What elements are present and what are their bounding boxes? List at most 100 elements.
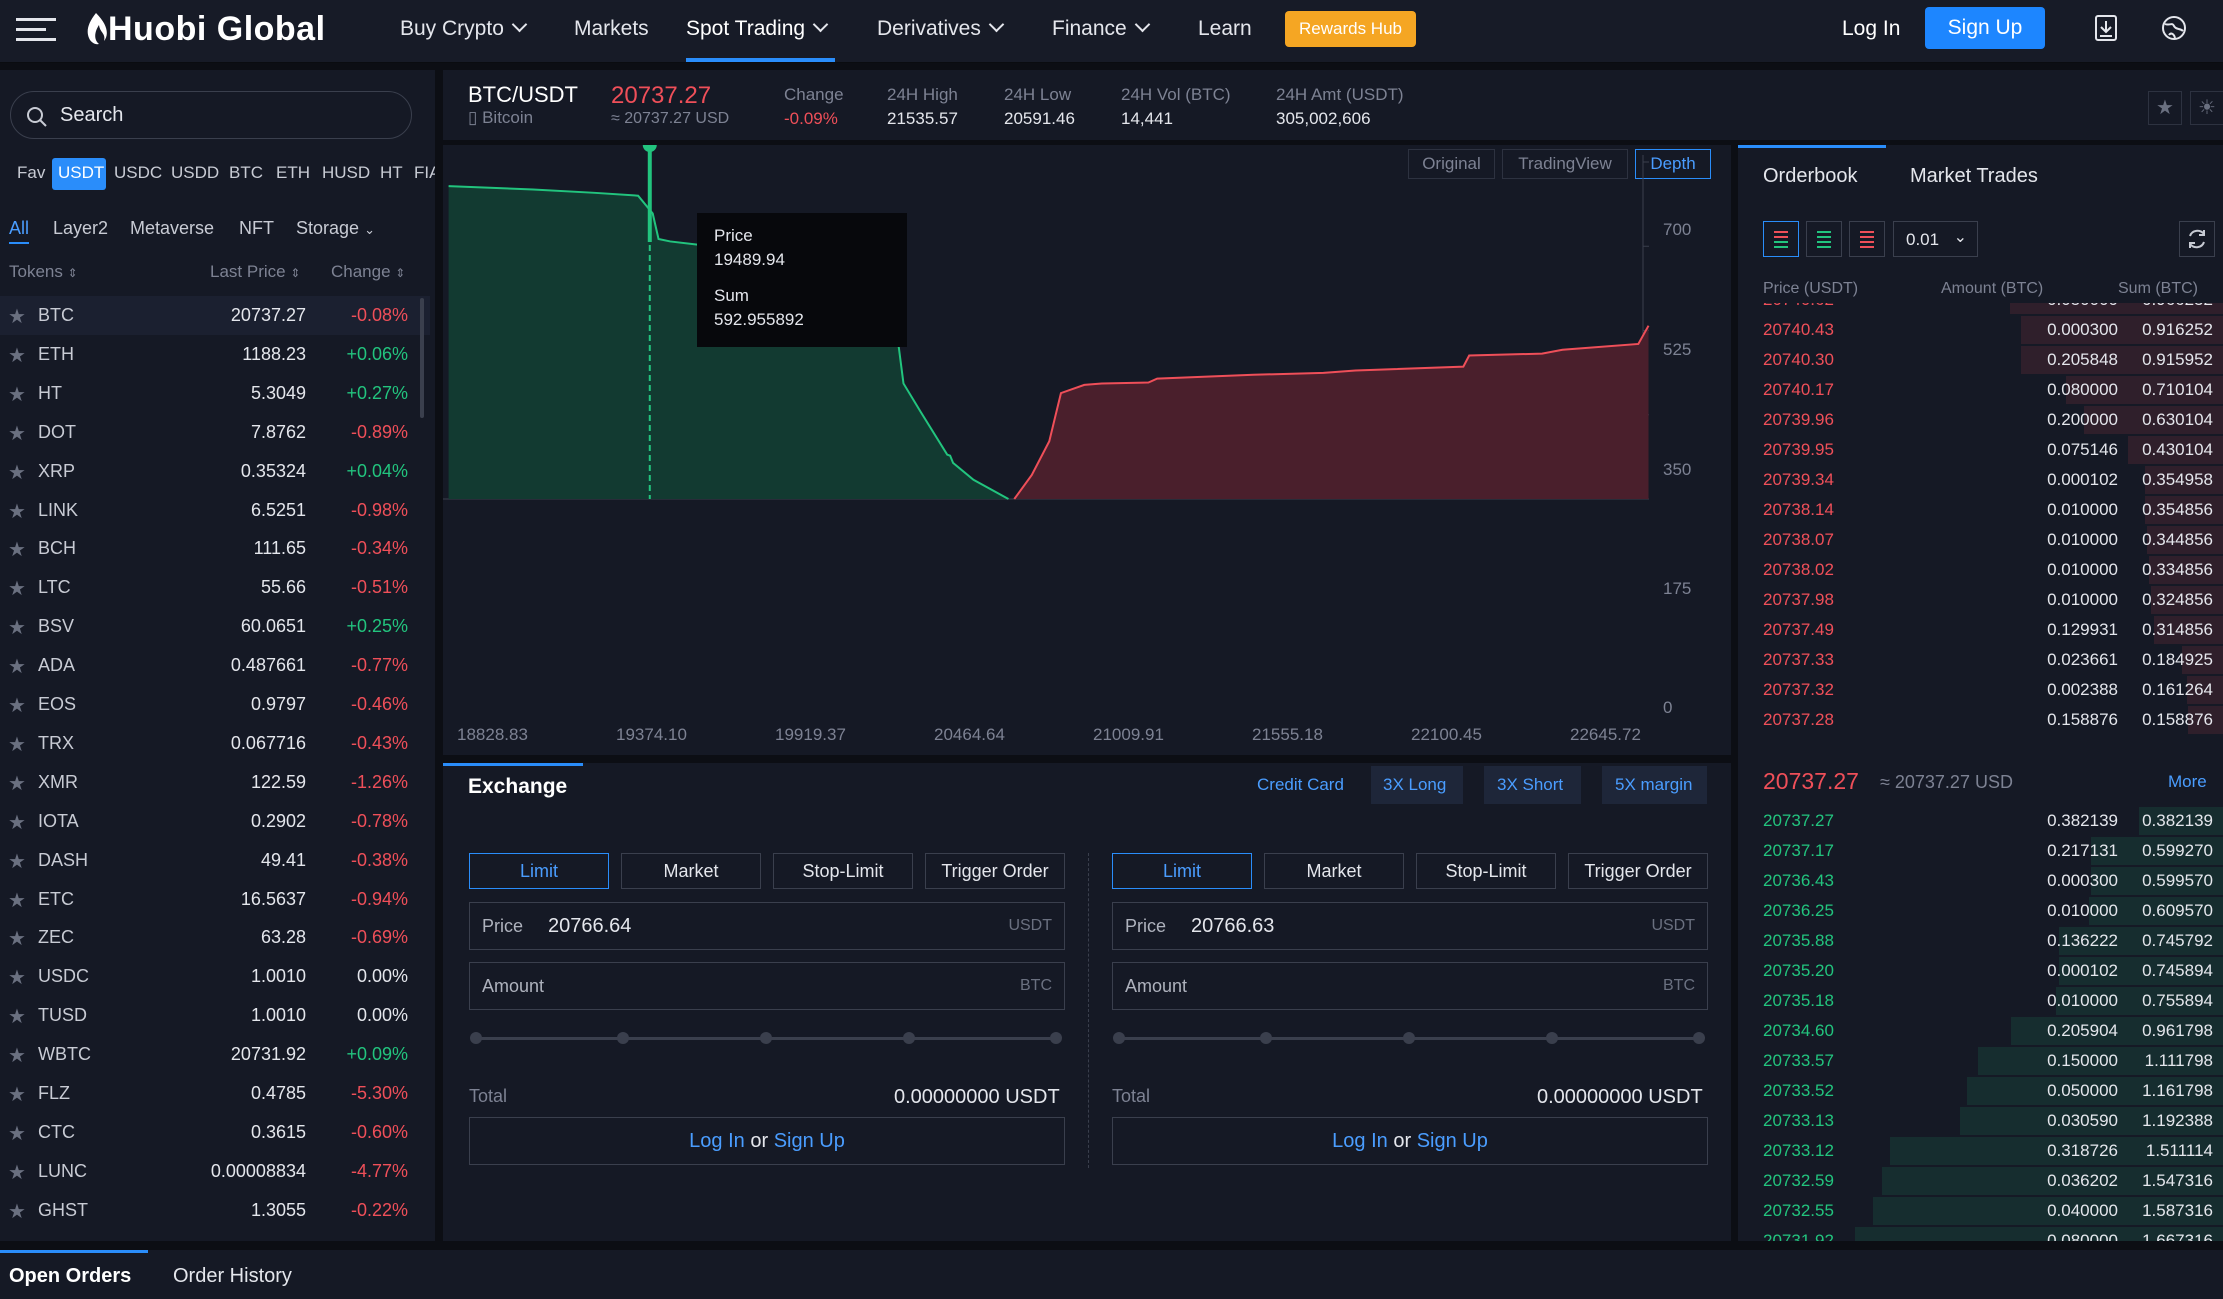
token-row[interactable]: ★ GHST 1.3055 -0.22% [0, 1191, 430, 1230]
download-icon[interactable] [2094, 14, 2118, 42]
tab-market-trades[interactable]: Market Trades [1910, 165, 2038, 187]
slider-dot[interactable] [1546, 1032, 1558, 1044]
slider-dot[interactable] [1260, 1032, 1272, 1044]
buy-price-field[interactable]: Price 20766.64 USDT [469, 902, 1065, 950]
globe-icon[interactable] [2160, 14, 2188, 42]
precision-select[interactable]: 0.01 ⌄ [1893, 221, 1978, 257]
ask-row[interactable]: 20740.17 0.080000 0.710104 [1738, 375, 2223, 405]
ask-row[interactable]: 20740.30 0.205848 0.915952 [1738, 345, 2223, 375]
bid-row[interactable]: 20736.43 0.000300 0.599570 [1738, 866, 2223, 896]
star-icon[interactable]: ★ [8, 695, 26, 717]
credit-card-link[interactable]: Credit Card [1257, 775, 1344, 794]
quote-tab-usdd[interactable]: USDD [171, 163, 220, 182]
quote-tab-husd[interactable]: HUSD [322, 163, 371, 182]
quote-tab-btc[interactable]: BTC [229, 163, 263, 182]
bid-row[interactable]: 20733.13 0.030590 1.192388 [1738, 1106, 2223, 1136]
category-metaverse[interactable]: Metaverse [130, 218, 215, 238]
signup-link[interactable]: Sign Up [1416, 1130, 1488, 1152]
signup-link[interactable]: Sign Up [773, 1130, 845, 1152]
category-storage[interactable]: Storage ⌄ [296, 218, 375, 239]
token-row[interactable]: ★ LINK 6.5251 -0.98% [0, 491, 430, 530]
tab-open-orders[interactable]: Open Orders [9, 1265, 132, 1287]
star-icon[interactable]: ★ [8, 617, 26, 640]
star-icon[interactable]: ★ [8, 578, 26, 601]
star-icon[interactable]: ★ [8, 928, 26, 951]
orderbook-both-view-icon[interactable] [1763, 221, 1799, 257]
chart-tab-depth[interactable]: Depth [1635, 149, 1711, 179]
sell-price-field[interactable]: Price 20766.63 USDT [1112, 902, 1708, 950]
theme-toggle-icon[interactable]: ☀ [2190, 91, 2223, 125]
star-icon[interactable]: ★ [8, 772, 26, 795]
depth-chart[interactable] [443, 145, 1731, 755]
nav-finance[interactable]: Finance [1052, 16, 1150, 41]
token-row[interactable]: ★ DASH 49.41 -0.38% [0, 841, 430, 880]
token-row[interactable]: ★ TUSD 1.0010 0.00% [0, 996, 430, 1035]
bid-row[interactable]: 20731.92 0.080000 1.667316 [1738, 1226, 2223, 1241]
category-nft[interactable]: NFT [239, 218, 274, 238]
ask-row[interactable]: 20738.14 0.010000 0.354856 [1738, 495, 2223, 525]
token-row[interactable]: ★ HT 5.3049 +0.27% [0, 374, 430, 413]
nav-derivatives[interactable]: Derivatives [877, 16, 1005, 41]
ask-row[interactable]: 20737.98 0.010000 0.324856 [1738, 585, 2223, 615]
token-row[interactable]: ★ XMR 122.59 -1.26% [0, 763, 430, 802]
orderbook-bids-view-icon[interactable] [1806, 221, 1842, 257]
logo-text[interactable]: Huobi Global [108, 10, 326, 48]
slider-dot[interactable] [760, 1032, 772, 1044]
star-icon[interactable]: ★ [8, 306, 26, 328]
bid-row[interactable]: 20733.57 0.150000 1.111798 [1738, 1046, 2223, 1076]
token-row[interactable]: ★ CTC 0.3615 -0.60% [0, 1113, 430, 1152]
sell-order-type-trigger[interactable]: Trigger Order [1568, 853, 1708, 889]
menu-icon[interactable] [16, 16, 58, 44]
star-icon[interactable]: ★ [8, 539, 26, 562]
quote-tab-ht[interactable]: HT [380, 163, 403, 182]
star-icon[interactable]: ★ [8, 344, 26, 367]
tab-orderbook[interactable]: Orderbook [1763, 165, 1858, 187]
star-icon[interactable]: ★ [8, 733, 26, 756]
ask-row[interactable]: 20738.02 0.010000 0.334856 [1738, 555, 2223, 585]
star-icon[interactable]: ★ [8, 383, 26, 406]
token-row[interactable]: ★ IOTA 0.2902 -0.78% [0, 802, 430, 841]
slider-dot[interactable] [1403, 1032, 1415, 1044]
buy-order-type-market[interactable]: Market [621, 853, 761, 889]
ask-row[interactable]: 20737.28 0.158876 0.158876 [1738, 705, 2223, 735]
token-row[interactable]: ★ LTC 55.66 -0.51% [0, 568, 430, 607]
quote-tab-eth[interactable]: ETH [276, 163, 310, 182]
star-icon[interactable]: ★ [8, 967, 26, 990]
star-icon[interactable]: ★ [8, 1161, 26, 1184]
token-row[interactable]: ★ ADA 0.487661 -0.77% [0, 646, 430, 685]
sell-amount-field[interactable]: Amount BTC [1112, 962, 1708, 1010]
slider-dot[interactable] [617, 1032, 629, 1044]
token-row[interactable]: ★ USDC 1.0010 0.00% [0, 957, 430, 996]
bid-row[interactable]: 20735.20 0.000102 0.745894 [1738, 956, 2223, 986]
col-change[interactable]: Change ⇕ [331, 262, 405, 282]
nav-spot-trading[interactable]: Spot Trading [686, 16, 829, 41]
chart-tab-original[interactable]: Original [1408, 149, 1495, 179]
token-row[interactable]: ★ BCH 111.65 -0.34% [0, 529, 430, 568]
bid-row[interactable]: 20732.59 0.036202 1.547316 [1738, 1166, 2223, 1196]
bid-row[interactable]: 20733.52 0.050000 1.161798 [1738, 1076, 2223, 1106]
sell-order-type-stop-limit[interactable]: Stop-Limit [1416, 853, 1556, 889]
bid-row[interactable]: 20734.60 0.205904 0.961798 [1738, 1016, 2223, 1046]
buy-order-type-stop-limit[interactable]: Stop-Limit [773, 853, 913, 889]
ask-row[interactable]: 20739.34 0.000102 0.354958 [1738, 465, 2223, 495]
bid-row[interactable]: 20732.55 0.040000 1.587316 [1738, 1196, 2223, 1226]
chart-tab-tradingview[interactable]: TradingView [1502, 149, 1628, 179]
signup-button[interactable]: Sign Up [1925, 7, 2045, 49]
ob-more-link[interactable]: More [2168, 772, 2207, 791]
nav-markets[interactable]: Markets [574, 17, 649, 41]
3x-long-link[interactable]: 3X Long [1383, 775, 1447, 794]
slider-dot[interactable] [1113, 1032, 1125, 1044]
token-row[interactable]: ★ TRX 0.067716 -0.43% [0, 724, 430, 763]
tab-order-history[interactable]: Order History [173, 1265, 292, 1287]
exchange-tab[interactable]: Exchange [468, 775, 568, 798]
token-row[interactable]: ★ ETC 16.5637 -0.94% [0, 880, 430, 919]
star-icon[interactable]: ★ [8, 811, 26, 834]
login-link[interactable]: Log In [689, 1130, 745, 1152]
rewards-hub-button[interactable]: Rewards Hub [1285, 11, 1416, 47]
search-input[interactable] [10, 91, 412, 139]
5x-margin-link[interactable]: 5X margin [1615, 775, 1693, 794]
quote-tab-usdc[interactable]: USDC [114, 163, 163, 182]
quote-tab-usdt[interactable]: USDT [58, 163, 105, 182]
bid-row[interactable]: 20737.27 0.382139 0.382139 [1738, 806, 2223, 836]
slider-dot[interactable] [470, 1032, 482, 1044]
